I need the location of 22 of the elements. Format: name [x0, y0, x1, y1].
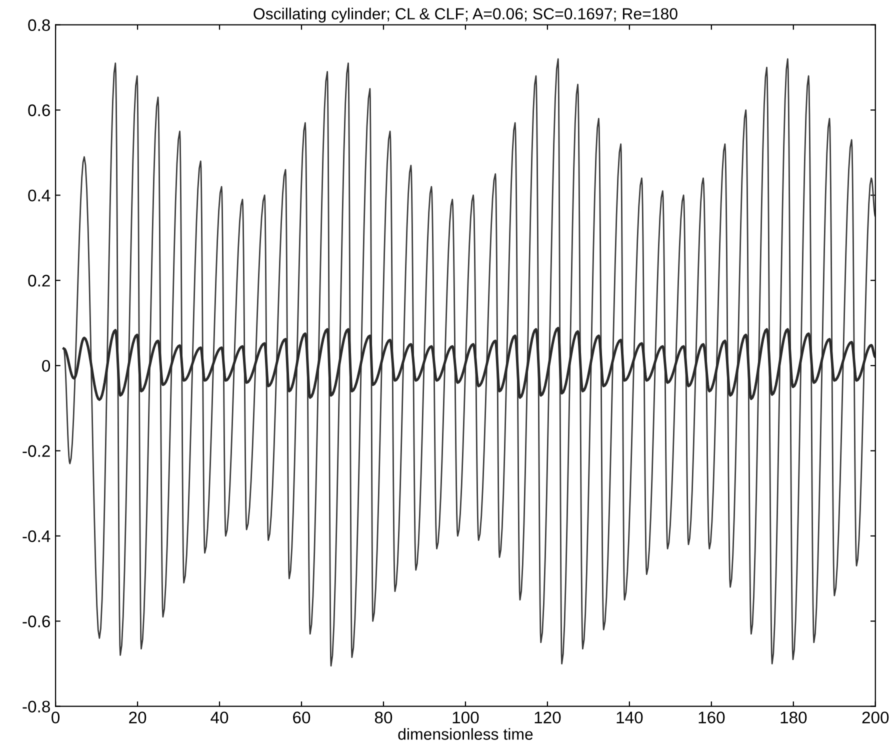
- x-tick-label: 80: [374, 712, 392, 724]
- x-tick-label: 140: [616, 712, 643, 724]
- y-tick-label: -0.6: [22, 616, 50, 628]
- y-tick-label: -0.8: [22, 700, 50, 713]
- x-tick-label: 180: [780, 712, 807, 724]
- x-tick-label: 40: [210, 712, 228, 724]
- x-tick-label: 120: [534, 712, 561, 724]
- x-tick-label: 0: [52, 712, 60, 724]
- y-tick-label: 0.6: [28, 104, 50, 116]
- x-axis-title: dimensionless time: [398, 728, 533, 740]
- chart-title: Oscillating cylinder; CL & CLF; A=0.06; SC=0.1697; Re=180: [254, 8, 678, 23]
- y-tick-label: -0.4: [22, 530, 50, 542]
- y-tick-label: 0: [42, 360, 50, 372]
- x-tick-label: 160: [698, 712, 725, 724]
- x-tick-label: 20: [129, 712, 146, 724]
- y-tick-label: 0.2: [28, 274, 50, 287]
- y-tick-label: 0.4: [28, 190, 50, 202]
- x-tick-label: 100: [452, 712, 479, 724]
- x-tick-label: 200: [862, 712, 889, 724]
- x-tick-label: 60: [293, 712, 310, 724]
- y-tick-label: 0.8: [28, 19, 50, 32]
- y-tick-label: -0.2: [22, 445, 50, 457]
